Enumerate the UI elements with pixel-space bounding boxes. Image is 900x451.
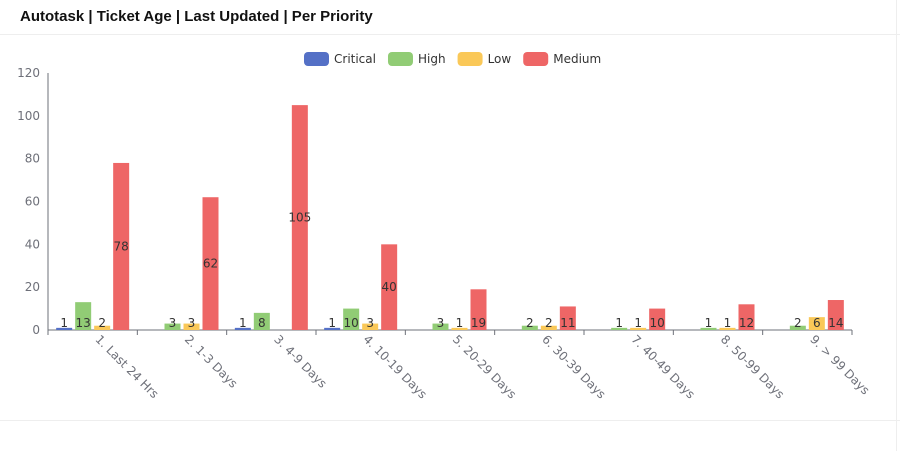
data-label: 10 [344,316,359,330]
legend-swatch [523,52,549,66]
bar-medium [202,197,219,330]
data-label: 19 [471,316,486,330]
y-tick-label: 100 [17,109,40,123]
bar-high [700,327,717,330]
data-label: 2 [794,316,802,330]
y-tick-label: 20 [25,280,40,294]
data-label: 78 [114,239,129,253]
data-label: 3 [437,316,445,330]
x-tick-label: 9. > 99 Days [807,332,872,397]
legend-swatch [387,52,413,66]
legend-label: High [418,52,446,66]
x-tick-label: 2. 1-3 Days [182,332,240,390]
bar-critical [324,327,341,330]
legend-label: Low [488,52,512,66]
data-label: 1 [328,316,336,330]
data-label: 6 [813,316,821,330]
data-label: 1 [239,316,247,330]
data-label: 3 [188,316,196,330]
legend-item-medium[interactable]: Medium [523,52,601,66]
legend-item-low[interactable]: Low [457,52,512,66]
bar-low [451,327,468,330]
data-label: 62 [203,257,218,271]
bar-low [362,323,379,330]
bar-high [432,323,449,330]
data-label: 1 [724,316,732,330]
bar-medium [559,306,576,330]
header-divider [0,34,900,35]
y-tick-label: 40 [25,237,40,251]
data-label: 8 [258,316,266,330]
bar-medium [470,289,487,330]
bar-low [183,323,200,330]
data-label: 1 [634,316,642,330]
x-tick-label: 3. 4-9 Days [271,332,329,390]
x-tick-label: 5. 20-29 Days [450,332,519,401]
bar-critical [234,327,251,330]
y-tick-label: 80 [25,152,40,166]
bar-low [94,325,111,330]
bar-high [164,323,181,330]
bar-medium [738,304,755,330]
legend-label: Critical [334,52,376,66]
legend-item-high[interactable]: High [387,52,446,66]
legend-label: Medium [553,52,601,66]
y-tick-label: 120 [17,66,40,80]
bar-medium [113,162,130,330]
legend-swatch [304,52,329,66]
bar-medium [381,244,398,330]
data-label: 2 [98,316,106,330]
y-tick-label: 0 [32,323,40,337]
data-label: 1 [456,316,464,330]
bar-high [521,325,538,330]
data-label: 105 [288,211,311,225]
data-label: 10 [650,316,665,330]
legend-swatch [457,52,483,66]
bar-high [611,327,628,330]
data-label: 13 [76,316,91,330]
data-label: 40 [382,280,397,294]
bar-medium [649,308,666,330]
bar-low [808,317,825,330]
bar-medium [827,300,844,330]
x-tick-label: 1. Last 24 Hrs [93,332,162,401]
legend-item-critical[interactable]: Critical [304,52,376,66]
data-label: 1 [705,316,713,330]
data-label: 3 [169,316,177,330]
bar-medium [291,105,308,330]
bar-high [789,325,806,330]
data-label: 1 [615,316,623,330]
x-tick-label: 6. 30-39 Days [539,332,608,401]
data-label: 2 [545,316,553,330]
right-border [896,0,897,451]
x-tick-label: 8. 50-99 Days [718,332,787,401]
bar-high [75,302,92,330]
y-tick-label: 60 [25,195,40,209]
bar-low [540,325,557,330]
data-label: 14 [828,316,843,330]
bar-high [253,312,270,330]
page-title: Autotask | Ticket Age | Last Updated | P… [20,8,373,25]
data-label: 11 [560,316,575,330]
data-label: 3 [366,316,374,330]
data-label: 12 [739,316,754,330]
bar-critical [56,327,73,330]
footer-divider [0,420,900,421]
data-label: 1 [60,316,68,330]
x-tick-label: 4. 10-19 Days [361,332,430,401]
bar-low [719,327,736,330]
x-tick-label: 7. 40-49 Days [629,332,698,401]
data-label: 2 [526,316,534,330]
bar-low [630,327,647,330]
bar-high [343,308,360,330]
